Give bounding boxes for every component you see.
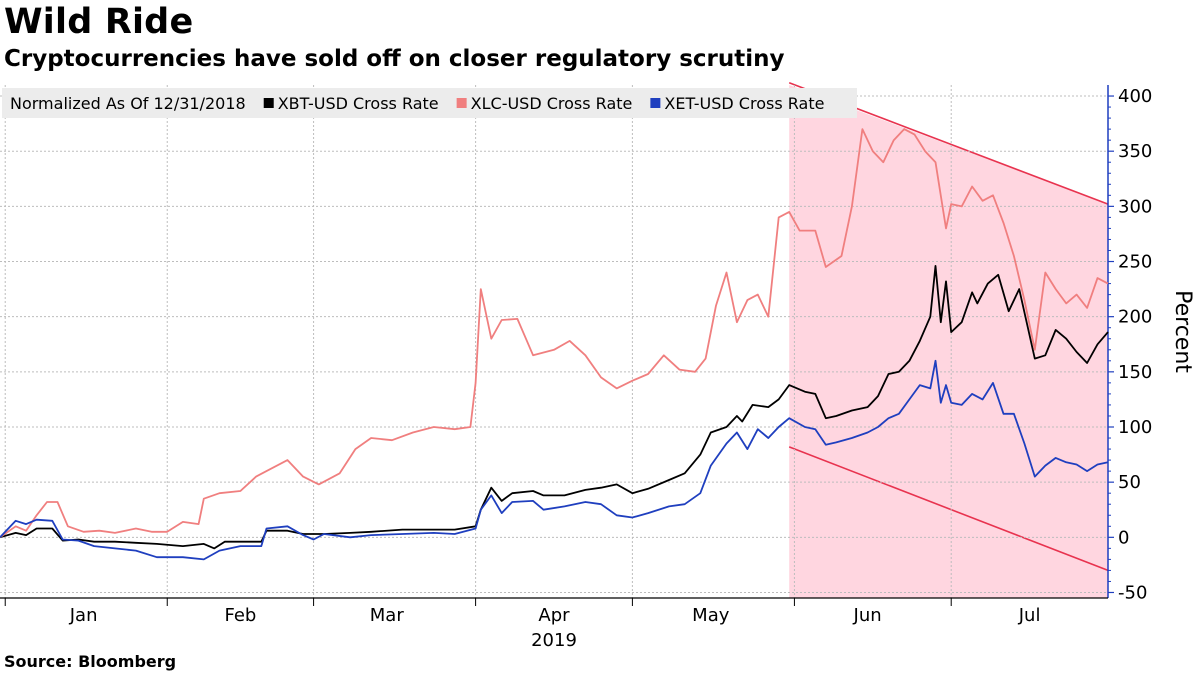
y-tick-label: 100 bbox=[1118, 417, 1152, 438]
y-tick-label: 400 bbox=[1118, 86, 1152, 107]
legend-swatch bbox=[456, 98, 467, 108]
y-tick-label: -50 bbox=[1118, 582, 1147, 603]
x-tick-label: Apr bbox=[538, 605, 570, 626]
y-tick-label: 150 bbox=[1118, 362, 1152, 383]
chart-subtitle: Cryptocurrencies have sold off on closer… bbox=[4, 46, 785, 72]
y-tick-label: 50 bbox=[1118, 472, 1141, 493]
legend-label: XET-USD Cross Rate bbox=[664, 94, 824, 113]
channel-lower-line bbox=[788, 446, 1109, 572]
legend-items: XBT-USD Cross Rate XLC-USD Cross Rate XET-… bbox=[263, 94, 824, 113]
x-tick-label: May bbox=[692, 605, 730, 626]
series-line bbox=[0, 359, 1109, 561]
source-note: Source: Bloomberg bbox=[4, 652, 177, 671]
legend-label: XBT-USD Cross Rate bbox=[278, 94, 439, 113]
chart-title: Wild Ride bbox=[4, 2, 194, 42]
legend-label: XLC-USD Cross Rate bbox=[471, 94, 633, 113]
channel-fill bbox=[789, 85, 1108, 598]
x-tick-label: Mar bbox=[370, 605, 405, 626]
y-axis-label: Percent bbox=[1170, 290, 1195, 373]
y-tick-label: 200 bbox=[1118, 307, 1152, 328]
series-line bbox=[0, 264, 1109, 550]
x-tick-label: Jan bbox=[69, 605, 98, 626]
x-tick-label: Jun bbox=[853, 605, 882, 626]
grid-layer bbox=[0, 85, 1108, 598]
series-layer bbox=[0, 128, 1109, 561]
y-tick-label: 250 bbox=[1118, 252, 1152, 273]
legend-swatch bbox=[263, 98, 274, 108]
series-line bbox=[0, 128, 1109, 539]
legend-note: Normalized As Of 12/31/2018 bbox=[10, 94, 246, 113]
axis-layer: -50 0 50 100 150 200 250 300 350 400 Percent Jan Feb… bbox=[0, 85, 1195, 651]
y-tick-label: 350 bbox=[1118, 141, 1152, 162]
legend-swatch bbox=[650, 98, 661, 108]
legend-background bbox=[2, 88, 857, 118]
x-year-label: 2019 bbox=[531, 630, 577, 651]
x-tick-label: Jul bbox=[1018, 605, 1041, 626]
x-tick-label: Feb bbox=[224, 605, 256, 626]
y-tick-label: 300 bbox=[1118, 196, 1152, 217]
channel-layer bbox=[788, 82, 1109, 598]
y-tick-label: 0 bbox=[1118, 527, 1129, 548]
legend: Normalized As Of 12/31/2018 XBT-USD Cros… bbox=[2, 88, 857, 118]
